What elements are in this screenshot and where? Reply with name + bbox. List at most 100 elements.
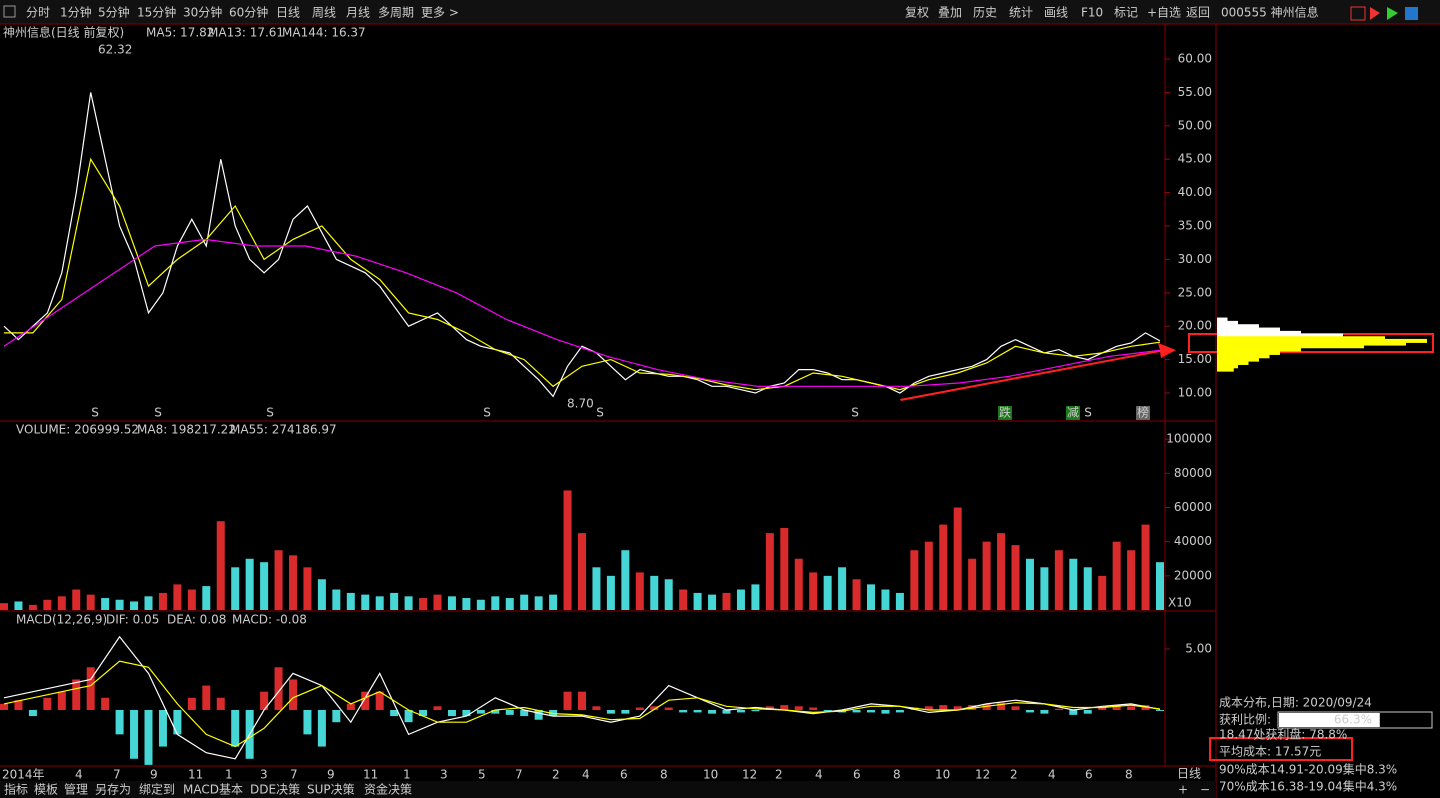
bar (447, 596, 456, 610)
y-tick-label: 60000 (1174, 500, 1212, 514)
zoom-button[interactable]: + (1178, 783, 1188, 797)
period-tab[interactable]: 分时 (26, 6, 50, 20)
bar (809, 572, 818, 610)
bar (592, 706, 601, 710)
event-marker[interactable]: 跌 (999, 405, 1011, 420)
bar (28, 604, 37, 610)
bar (505, 598, 514, 610)
bar (910, 550, 919, 610)
period-tab[interactable]: 5分钟 (98, 5, 130, 20)
period-tab[interactable]: 30分钟 (183, 5, 222, 20)
action-button[interactable]: 画线 (1044, 6, 1068, 20)
action-button[interactable]: F10 (1081, 6, 1103, 20)
event-marker[interactable]: S (1084, 406, 1092, 420)
bar (679, 709, 688, 713)
bar (520, 709, 529, 717)
period-tab[interactable]: 月线 (346, 6, 370, 20)
bottom-tab[interactable]: 绑定到 (139, 782, 175, 797)
bar (57, 691, 66, 710)
menu-icon[interactable] (3, 5, 16, 18)
bar (693, 709, 702, 713)
date-label: 3 (260, 768, 268, 782)
action-button[interactable]: 统计 (1009, 6, 1033, 20)
tool-icon[interactable] (1370, 7, 1380, 20)
tool-icon[interactable] (1405, 7, 1418, 20)
bottom-tab[interactable]: 另存为 (95, 783, 131, 797)
bar (606, 709, 615, 714)
period-tab[interactable]: 15分钟 (137, 5, 176, 20)
bottom-tab[interactable]: 模板 (34, 783, 58, 797)
bar (115, 599, 124, 610)
period-tab[interactable]: 周线 (312, 6, 336, 20)
period-tab[interactable]: 1分钟 (60, 5, 92, 20)
bar (404, 596, 413, 610)
bar (1040, 567, 1049, 610)
date-label: 5 (478, 768, 486, 782)
bottom-tab[interactable]: 资金决策 (364, 782, 412, 797)
y-tick-label: 55.00 (1178, 85, 1212, 99)
date-label: 11 (363, 768, 378, 782)
y-tick-label: 20.00 (1178, 319, 1212, 333)
event-marker[interactable]: S (483, 406, 491, 420)
bottom-tab[interactable]: 管理 (64, 782, 88, 797)
event-marker[interactable]: 榜 (1137, 405, 1149, 420)
period-tab[interactable]: 多周期 (378, 6, 414, 20)
legend-entry: MA55: 274186.97 (230, 423, 337, 437)
bottom-tab[interactable]: SUP决策 (307, 783, 355, 797)
legend-entry: VOLUME: 206999.52 (16, 423, 139, 437)
period-tab[interactable]: 更多 > (421, 6, 459, 20)
bar (375, 691, 384, 710)
bar (289, 555, 297, 610)
bar (1098, 707, 1107, 710)
bottom-tab[interactable]: MACD基本 (183, 783, 243, 797)
chip-bar (1217, 341, 1406, 346)
period-tab[interactable]: 日线 (276, 6, 300, 20)
tool-icon[interactable] (1350, 6, 1366, 21)
action-button[interactable]: 历史 (973, 6, 997, 20)
bar (173, 709, 182, 735)
bar (346, 703, 355, 710)
bar (592, 567, 601, 610)
bar (924, 541, 933, 610)
toolbar-bg (0, 0, 1440, 24)
event-marker[interactable]: S (91, 406, 99, 420)
action-button[interactable]: 复权 (905, 6, 929, 20)
bar (361, 691, 370, 710)
action-button[interactable]: 叠加 (938, 6, 962, 20)
bar (635, 707, 644, 710)
action-button[interactable]: 返回 (1186, 6, 1210, 20)
bar (823, 575, 832, 610)
event-marker[interactable]: 减 (1067, 406, 1079, 420)
event-marker[interactable]: S (266, 406, 274, 420)
event-marker[interactable]: S (851, 406, 859, 420)
bar (1156, 709, 1164, 711)
event-marker[interactable]: S (596, 406, 604, 420)
bar (158, 709, 167, 747)
date-label: 9 (150, 768, 158, 782)
chart-title: 神州信息(日线 前复权) (3, 25, 124, 40)
y-tick-label: 40000 (1174, 534, 1212, 548)
bottom-tab[interactable]: 指标 (4, 782, 28, 797)
bar (1040, 709, 1049, 714)
zoom-button[interactable]: − (1200, 783, 1210, 797)
tool-icon[interactable] (1387, 7, 1398, 20)
bar (664, 707, 673, 710)
bar (476, 709, 485, 714)
bar (1011, 545, 1020, 610)
event-marker[interactable]: S (154, 406, 162, 420)
date-label: 2014年 (2, 768, 45, 782)
bottom-tab[interactable]: DDE决策 (250, 783, 300, 797)
date-label: 8 (893, 768, 901, 782)
bar (317, 579, 326, 610)
period-tab[interactable]: 60分钟 (229, 5, 268, 20)
bar (462, 598, 471, 610)
y-tick-label: 40.00 (1178, 185, 1212, 199)
bar (751, 709, 760, 712)
bar (939, 524, 948, 610)
bar (14, 601, 23, 610)
action-button[interactable]: 标记 (1114, 6, 1138, 20)
bar (982, 703, 991, 710)
bar (621, 709, 630, 714)
bar (260, 562, 269, 610)
action-button[interactable]: +自选 (1147, 6, 1181, 20)
